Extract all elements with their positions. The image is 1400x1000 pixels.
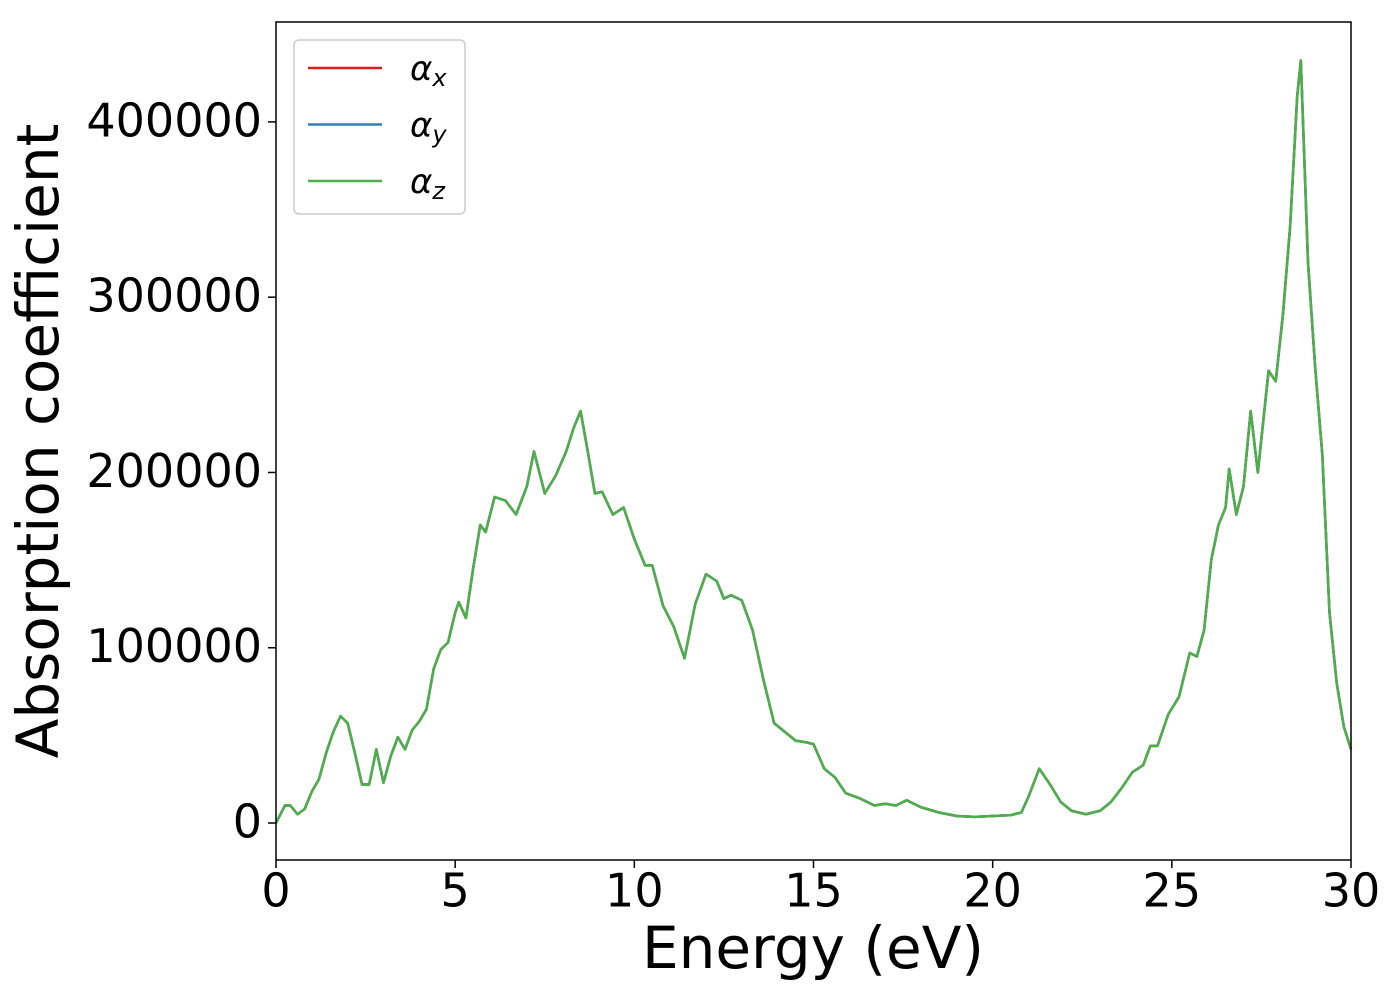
x-tick-label: 20 — [963, 864, 1022, 918]
y-tick-label: 0 — [233, 795, 262, 849]
x-tick-label: 15 — [784, 864, 843, 918]
y-tick-label: 400000 — [86, 93, 262, 147]
legend-label: αz — [410, 162, 446, 206]
x-tick-label: 5 — [441, 864, 470, 918]
data-line — [274, 59, 1353, 824]
y-tick-label: 300000 — [86, 269, 262, 323]
x-tick-label: 25 — [1143, 864, 1202, 918]
plot-frame — [275, 21, 1352, 861]
legend-label: αy — [410, 105, 447, 149]
x-tick-label: 10 — [605, 864, 664, 918]
legend-box — [293, 39, 466, 215]
y-tick-label: 100000 — [86, 619, 262, 673]
legend-label: αx — [410, 49, 447, 93]
y-axis-label: Absorption coefficient — [4, 124, 72, 759]
y-tick-label: 200000 — [86, 444, 262, 498]
x-axis-label: Energy (eV) — [642, 914, 984, 982]
x-tick-label: 0 — [261, 864, 290, 918]
x-tick-label: 30 — [1322, 864, 1381, 918]
